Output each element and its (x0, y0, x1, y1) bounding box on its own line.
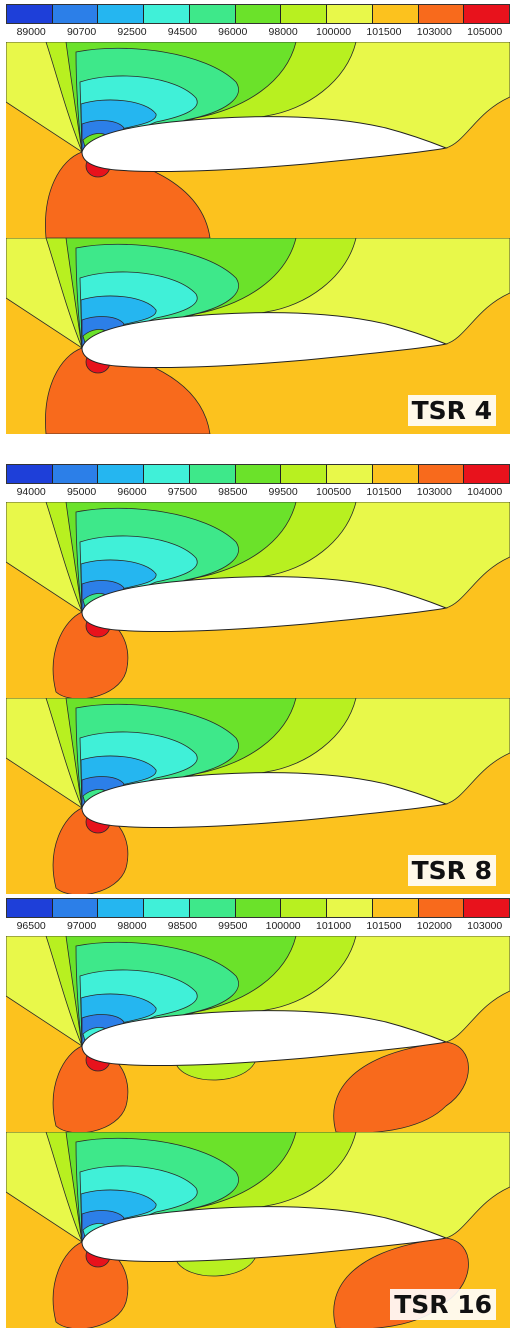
colorbar-swatch (7, 5, 53, 23)
airfoil-shape (81, 116, 448, 173)
colorbar-swatch (372, 899, 419, 917)
contour-plot (6, 42, 510, 238)
colorbar-swatch (189, 465, 236, 483)
tsr-label: TSR 4 (407, 395, 496, 426)
tick-label: 98000 (117, 920, 147, 932)
colorbar-swatches (6, 898, 510, 918)
colorbar-ticks: 96500 97000 98000 98500 99500 100000 101… (6, 920, 510, 932)
tick-label: 95000 (66, 486, 97, 498)
pressure-contour-panel (6, 42, 510, 238)
colorbar-swatch (327, 899, 373, 917)
colorbar-swatch (52, 899, 99, 917)
colorbar-swatch (144, 5, 190, 23)
tsr-label: TSR 16 (390, 1289, 496, 1320)
colorbar-swatch (235, 5, 282, 23)
tick-label: 104000 (467, 486, 503, 498)
tick-label: 98500 (167, 920, 197, 932)
colorbar-swatch (98, 465, 145, 483)
contour-plot (6, 502, 510, 698)
colorbar-legend-3: 96500 97000 98000 98500 99500 100000 101… (6, 898, 510, 934)
contour-plot (6, 238, 510, 434)
tick-label: 92500 (117, 26, 147, 38)
colorbar-ticks: 89000 90700 92500 94500 96000 98000 1000… (6, 26, 510, 38)
colorbar-swatch (189, 899, 236, 917)
tick-label: 94500 (167, 26, 197, 38)
tick-label: 96500 (16, 920, 46, 932)
colorbar-swatch (464, 465, 510, 483)
colorbar-swatch (418, 5, 465, 23)
pressure-contour-panel (6, 502, 510, 698)
colorbar-swatch (52, 465, 99, 483)
stagnation-region (52, 611, 129, 698)
tick-label: 99500 (218, 920, 248, 932)
tick-label: 105000 (467, 26, 503, 38)
colorbar-swatch (418, 899, 465, 917)
colorbar-swatch (327, 465, 373, 483)
tick-label: 101500 (366, 26, 402, 38)
colorbar-legend-1: 89000 90700 92500 94500 96000 98000 1000… (6, 4, 510, 40)
colorbar-swatch (281, 465, 328, 483)
tick-label: 103000 (416, 26, 452, 38)
trailing-edge-region (333, 1041, 469, 1132)
colorbar-swatch (144, 465, 190, 483)
tick-label: 90700 (66, 26, 97, 38)
contour-plot (6, 1132, 510, 1328)
tick-label: 100500 (316, 486, 352, 498)
colorbar-swatch (189, 5, 236, 23)
colorbar-swatch (98, 5, 145, 23)
tsr-label: TSR 8 (407, 855, 496, 886)
pressure-contour-panel (6, 936, 510, 1132)
airfoil-shape (81, 1206, 448, 1263)
colorbar-swatch (281, 899, 328, 917)
airfoil-shape (81, 1010, 448, 1067)
tick-label: 97500 (167, 486, 197, 498)
colorbar-swatch (281, 5, 328, 23)
tick-label: 96000 (117, 486, 147, 498)
tick-label: 100000 (316, 26, 352, 38)
contour-plot (6, 698, 510, 894)
colorbar-swatch (372, 465, 419, 483)
colorbar-swatch (144, 899, 190, 917)
colorbar-legend-2: 94000 95000 96000 97500 98500 99500 1005… (6, 464, 510, 500)
pressure-contour-panel: TSR 4 (6, 238, 510, 434)
colorbar-swatch (7, 899, 53, 917)
colorbar-swatch (98, 899, 145, 917)
colorbar-swatches (6, 464, 510, 484)
tick-label: 98000 (268, 26, 298, 38)
airfoil-shape (81, 772, 448, 829)
stagnation-region (52, 1241, 129, 1328)
colorbar-swatch (372, 5, 419, 23)
tick-label: 99500 (268, 486, 298, 498)
colorbar-swatch (235, 899, 282, 917)
tick-label: 102000 (416, 920, 452, 932)
stagnation-region (52, 1045, 129, 1132)
stagnation-region (52, 807, 129, 894)
tick-label: 97000 (66, 920, 97, 932)
tick-label: 96000 (218, 26, 248, 38)
colorbar-swatch (464, 899, 510, 917)
pressure-contour-panel: TSR 8 (6, 698, 510, 894)
colorbar-swatches (6, 4, 510, 24)
tick-label: 89000 (16, 26, 46, 38)
colorbar-swatch (327, 5, 373, 23)
tick-label: 98500 (218, 486, 248, 498)
colorbar-swatch (7, 465, 53, 483)
colorbar-swatch (464, 5, 510, 23)
tick-label: 101500 (366, 920, 402, 932)
colorbar-ticks: 94000 95000 96000 97500 98500 99500 1005… (6, 486, 510, 498)
tick-label: 103000 (467, 920, 503, 932)
airfoil-shape (81, 576, 448, 633)
tick-label: 103000 (416, 486, 452, 498)
tick-label: 101000 (316, 920, 352, 932)
colorbar-swatch (52, 5, 99, 23)
tick-label: 94000 (16, 486, 46, 498)
contour-plot (6, 936, 510, 1132)
pressure-contour-panel: TSR 16 (6, 1132, 510, 1328)
tick-label: 100000 (265, 920, 301, 932)
colorbar-swatch (418, 465, 465, 483)
tick-label: 101500 (366, 486, 402, 498)
colorbar-swatch (235, 465, 282, 483)
airfoil-shape (81, 312, 448, 369)
